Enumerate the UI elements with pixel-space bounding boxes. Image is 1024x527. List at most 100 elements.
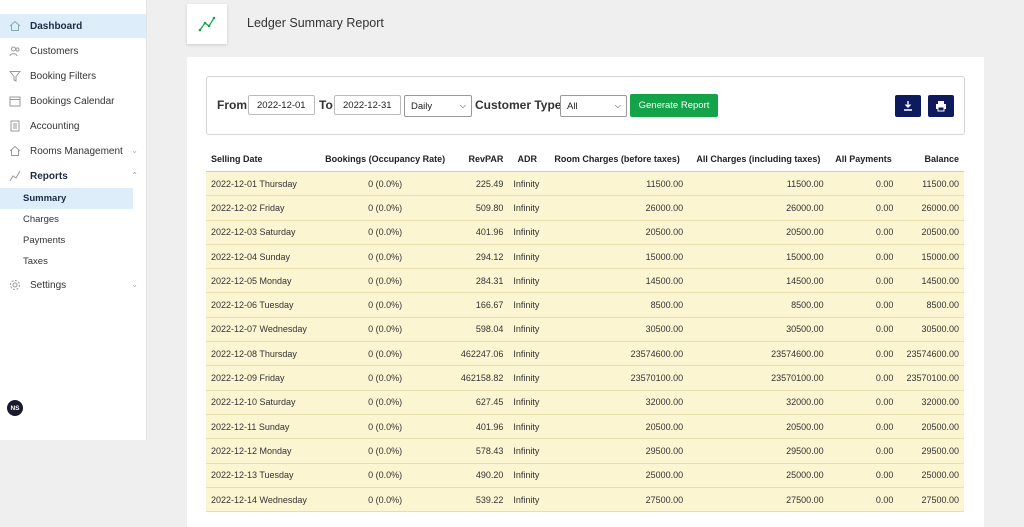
column-header[interactable]: Bookings (Occupancy Rate) xyxy=(317,147,454,172)
all-charges-cell: 8500.00 xyxy=(688,292,829,318)
sidebar-item-reports[interactable]: Reports ⌃ xyxy=(0,164,146,188)
adr-cell: Infinity xyxy=(508,487,547,513)
sidebar-item-bookings-calendar[interactable]: Bookings Calendar xyxy=(0,89,146,113)
balance-cell: 23574600.00 xyxy=(898,341,964,367)
column-header[interactable]: RevPAR xyxy=(453,147,509,172)
all-charges-cell: 11500.00 xyxy=(688,171,829,197)
all-payments-cell: 0.00 xyxy=(828,171,899,197)
print-button[interactable] xyxy=(928,95,954,117)
all-charges-cell: 23574600.00 xyxy=(688,341,829,367)
revpar-cell: 509.80 xyxy=(453,195,509,221)
all-payments-cell: 0.00 xyxy=(828,317,899,343)
selling-date-cell: 2022-12-08 Thursday xyxy=(206,341,317,367)
table-row: 2022-12-07 Wednesday 0 (0.0%) 598.04 Infini… xyxy=(206,317,964,343)
revpar-cell: 462247.06 xyxy=(453,341,509,367)
room-charges-cell: 23570100.00 xyxy=(546,365,689,391)
selling-date-cell: 2022-12-05 Monday xyxy=(206,268,317,294)
column-header[interactable]: Balance xyxy=(898,147,964,172)
adr-cell: Infinity xyxy=(508,195,547,221)
sidebar-item-dashboard[interactable]: Dashboard xyxy=(0,14,146,38)
period-select-value: Daily xyxy=(411,100,433,112)
chevron-down-icon: ⌵ xyxy=(614,101,621,110)
home-icon xyxy=(8,19,22,33)
all-charges-cell: 26000.00 xyxy=(688,195,829,221)
selling-date-cell: 2022-12-11 Sunday xyxy=(206,414,317,440)
selling-date-cell: 2022-12-03 Saturday xyxy=(206,220,317,245)
customer-type-select[interactable]: All ⌵ xyxy=(560,95,627,117)
adr-cell: Infinity xyxy=(508,220,547,245)
revpar-cell: 401.96 xyxy=(453,220,509,245)
revpar-cell: 401.96 xyxy=(453,414,509,440)
balance-cell: 26000.00 xyxy=(898,195,964,221)
sidebar-item-settings[interactable]: Settings ⌄ xyxy=(0,273,146,297)
room-charges-cell: 14500.00 xyxy=(546,268,689,294)
all-charges-cell: 20500.00 xyxy=(688,220,829,245)
sidebar-subitem-taxes[interactable]: Taxes xyxy=(23,256,48,267)
chart-line-icon xyxy=(8,169,22,183)
sidebar-item-customers[interactable]: Customers xyxy=(0,39,146,63)
room-charges-cell: 29500.00 xyxy=(546,438,689,464)
table-row: 2022-12-05 Monday 0 (0.0%) 284.31 Infinity 1… xyxy=(206,268,964,294)
balance-cell: 30500.00 xyxy=(898,317,964,343)
balance-cell: 20500.00 xyxy=(898,414,964,440)
adr-cell: Infinity xyxy=(508,463,547,488)
table-row: 2022-12-09 Friday 0 (0.0%) 462158.82 Infini… xyxy=(206,365,964,391)
sidebar-subitem-payments[interactable]: Payments xyxy=(23,235,66,246)
to-date-input[interactable] xyxy=(334,95,401,115)
avatar[interactable]: NS xyxy=(7,400,23,416)
adr-cell: Infinity xyxy=(508,390,547,415)
sidebar-item-label: Reports xyxy=(30,170,68,182)
sidebar-subitem-summary[interactable]: Summary xyxy=(0,188,133,209)
all-payments-cell: 0.00 xyxy=(828,487,899,513)
room-charges-cell: 23574600.00 xyxy=(546,341,689,367)
selling-date-cell: 2022-12-07 Wednesday xyxy=(206,317,317,343)
table-row: 2022-12-11 Sunday 0 (0.0%) 401.96 Infinity 2… xyxy=(206,414,964,440)
revpar-cell: 490.20 xyxy=(453,463,509,488)
from-label: From xyxy=(217,98,247,112)
bookings-cell: 0 (0.0%) xyxy=(317,195,454,221)
revpar-cell: 294.12 xyxy=(453,244,509,270)
report-card: From To Daily ⌵ Customer Type All ⌵ Gene… xyxy=(187,57,984,527)
table-row: 2022-12-08 Thursday 0 (0.0%) 462247.06 Infi… xyxy=(206,341,964,367)
sidebar-item-accounting[interactable]: Accounting xyxy=(0,114,146,138)
from-date-input[interactable] xyxy=(248,95,315,115)
bookings-cell: 0 (0.0%) xyxy=(317,244,454,270)
selling-date-cell: 2022-12-06 Tuesday xyxy=(206,292,317,318)
column-header[interactable]: All Payments xyxy=(828,147,899,172)
revpar-cell: 578.43 xyxy=(453,438,509,464)
adr-cell: Infinity xyxy=(508,244,547,270)
sidebar-item-label: Bookings Calendar xyxy=(30,95,115,107)
generate-report-button[interactable]: Generate Report xyxy=(630,94,718,117)
all-payments-cell: 0.00 xyxy=(828,268,899,294)
room-charges-cell: 26000.00 xyxy=(546,195,689,221)
selling-date-cell: 2022-12-09 Friday xyxy=(206,365,317,391)
revpar-cell: 284.31 xyxy=(453,268,509,294)
selling-date-cell: 2022-12-10 Saturday xyxy=(206,390,317,415)
adr-cell: Infinity xyxy=(508,341,547,367)
table-row: 2022-12-03 Saturday 0 (0.0%) 401.96 Infinit… xyxy=(206,220,964,245)
bookings-cell: 0 (0.0%) xyxy=(317,220,454,245)
room-charges-cell: 20500.00 xyxy=(546,220,689,245)
revpar-cell: 598.04 xyxy=(453,317,509,343)
sidebar-subitem-charges[interactable]: Charges xyxy=(23,214,59,225)
revpar-cell: 539.22 xyxy=(453,487,509,513)
column-header[interactable]: ADR xyxy=(508,147,547,172)
balance-cell: 27500.00 xyxy=(898,487,964,513)
download-button[interactable] xyxy=(895,95,921,117)
table-row: 2022-12-14 Wednesday 0 (0.0%) 539.22 Infini… xyxy=(206,487,964,513)
selling-date-cell: 2022-12-13 Tuesday xyxy=(206,463,317,488)
column-header[interactable]: Room Charges (before taxes) xyxy=(546,147,689,172)
table-row: 2022-12-10 Saturday 0 (0.0%) 627.45 Infinit… xyxy=(206,390,964,415)
column-header[interactable]: All Charges (including taxes) xyxy=(688,147,829,172)
adr-cell: Infinity xyxy=(508,268,547,294)
sidebar-item-booking-filters[interactable]: Booking Filters xyxy=(0,64,146,88)
balance-cell: 32000.00 xyxy=(898,390,964,415)
sidebar-item-rooms-management[interactable]: Rooms Management ⌄ xyxy=(0,139,146,163)
bookings-cell: 0 (0.0%) xyxy=(317,341,454,367)
table-row: 2022-12-12 Monday 0 (0.0%) 578.43 Infinity 2… xyxy=(206,438,964,464)
period-select[interactable]: Daily ⌵ xyxy=(404,95,472,117)
balance-cell: 25000.00 xyxy=(898,463,964,488)
room-charges-cell: 8500.00 xyxy=(546,292,689,318)
column-header[interactable]: Selling Date xyxy=(206,147,317,172)
bookings-cell: 0 (0.0%) xyxy=(317,317,454,343)
